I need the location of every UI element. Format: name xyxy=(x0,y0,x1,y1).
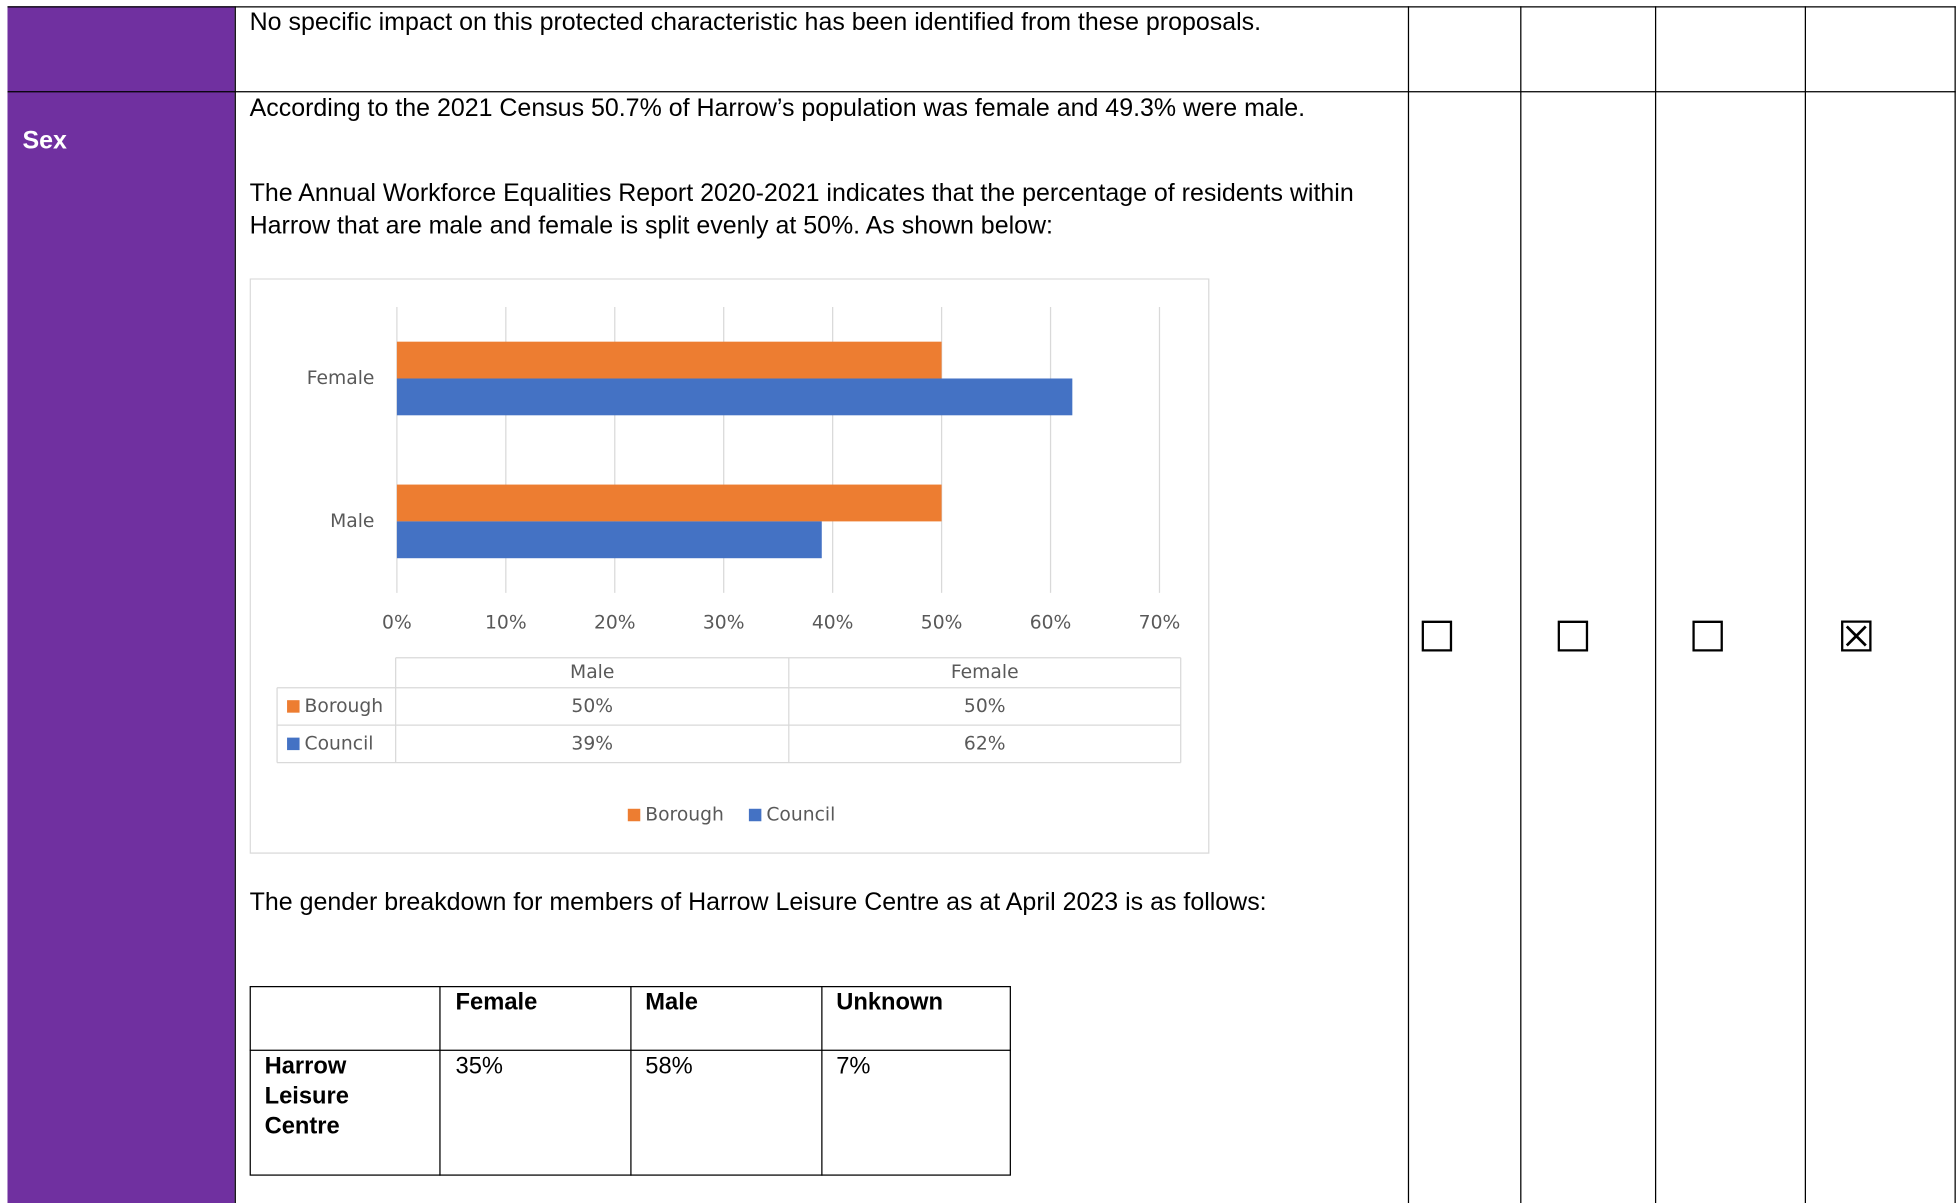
category-label: Female xyxy=(307,368,375,389)
x-tick-label: 60% xyxy=(1030,612,1072,633)
bar xyxy=(396,521,822,559)
bar xyxy=(396,341,942,379)
rule xyxy=(1407,6,1410,1203)
x-tick-label: 40% xyxy=(812,612,854,633)
bar xyxy=(396,484,942,522)
paragraph: According to the 2021 Census 50.7% of Ha… xyxy=(249,94,1306,123)
legend-key xyxy=(627,808,641,822)
legend-key xyxy=(287,737,300,751)
paragraph: The gender breakdown for members of Harr… xyxy=(249,888,1267,917)
x-tick-label: 10% xyxy=(485,612,527,633)
chart: 0% 10% 20% 30% 40% 50% 60% 70% Male Female Male Fem… xyxy=(249,278,1210,854)
rule xyxy=(1954,6,1956,1203)
bar xyxy=(396,378,1073,416)
table-cell: 7% xyxy=(836,1053,871,1080)
table-header: Male xyxy=(645,989,698,1016)
value-label: 62% xyxy=(964,733,1006,754)
x-tick-label: 70% xyxy=(1139,612,1181,633)
table-series-name: Council xyxy=(305,733,374,754)
table-series-name: Borough xyxy=(305,696,384,717)
x-tick-label: 30% xyxy=(703,612,745,633)
legend-key xyxy=(287,700,300,713)
legend-label: Borough xyxy=(645,805,724,826)
table-header: Unknown xyxy=(836,989,943,1016)
paragraph: No specific impact on this protected cha… xyxy=(249,8,1262,37)
table-header: Male xyxy=(570,662,614,683)
table-row-label: Harrow Leisure Centre xyxy=(264,1053,349,1140)
checkbox: ☒ xyxy=(1837,612,1876,663)
legend-key xyxy=(748,808,762,822)
value-label: 39% xyxy=(571,733,613,754)
table-header: Female xyxy=(455,989,538,1016)
rule xyxy=(249,1049,1011,1051)
rule xyxy=(439,985,441,1176)
x-tick-label: 50% xyxy=(921,612,963,633)
rule xyxy=(630,985,632,1176)
label-column xyxy=(7,6,235,1203)
row-label: Sex xyxy=(22,127,67,155)
legend-label: Council xyxy=(766,805,835,826)
checkbox: ☐ xyxy=(1417,612,1456,663)
rule xyxy=(7,91,1956,93)
value-label: 50% xyxy=(571,696,613,717)
paragraph: The Annual Workforce Equalities Report 2… xyxy=(249,179,1354,240)
rule xyxy=(1804,6,1807,1203)
rule xyxy=(234,6,236,1203)
table-header: Female xyxy=(951,662,1019,683)
rule xyxy=(7,6,1956,8)
checkbox: ☐ xyxy=(1553,612,1592,663)
x-tick-label: 20% xyxy=(594,612,636,633)
rule xyxy=(1654,6,1657,1203)
table-cell: 35% xyxy=(455,1053,504,1080)
checkbox: ☐ xyxy=(1688,612,1727,663)
rule xyxy=(1520,6,1522,1203)
x-tick-label: 0% xyxy=(382,612,412,633)
value-label: 50% xyxy=(964,696,1006,717)
category-label: Male xyxy=(330,511,374,532)
table-cell: 58% xyxy=(645,1053,693,1080)
rule xyxy=(821,985,823,1176)
